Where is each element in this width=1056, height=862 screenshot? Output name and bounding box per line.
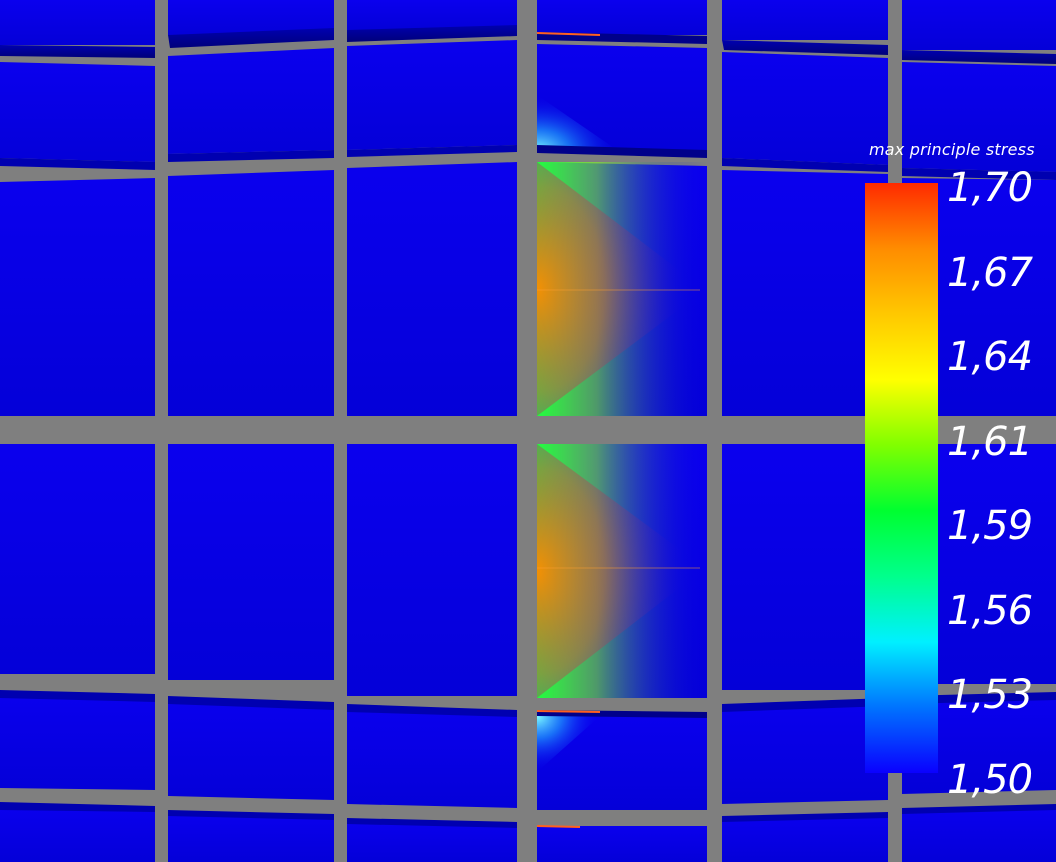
panel-row-5 <box>0 690 1056 810</box>
panel-row-4 <box>0 444 1056 698</box>
color-scale-bar <box>865 183 938 773</box>
panel-row-2 <box>0 40 1056 180</box>
legend-tick-label: 1,64 <box>947 334 1033 380</box>
legend-tick-label: 1,67 <box>947 249 1033 296</box>
legend-title: max principle stress <box>869 140 1035 159</box>
legend-tick-label: 1,61 <box>947 418 1033 465</box>
legend-tick-label: 1,50 <box>947 756 1033 803</box>
panel-row-top <box>0 0 1056 64</box>
legend-tick-label: 1,53 <box>947 672 1033 718</box>
legend-tick-label: 1,70 <box>947 165 1033 211</box>
panel-row-3 <box>0 162 1056 416</box>
panel-row-bottom <box>0 802 1056 862</box>
legend-tick-label: 1,59 <box>947 503 1033 549</box>
legend-tick-label: 1,56 <box>947 587 1033 634</box>
